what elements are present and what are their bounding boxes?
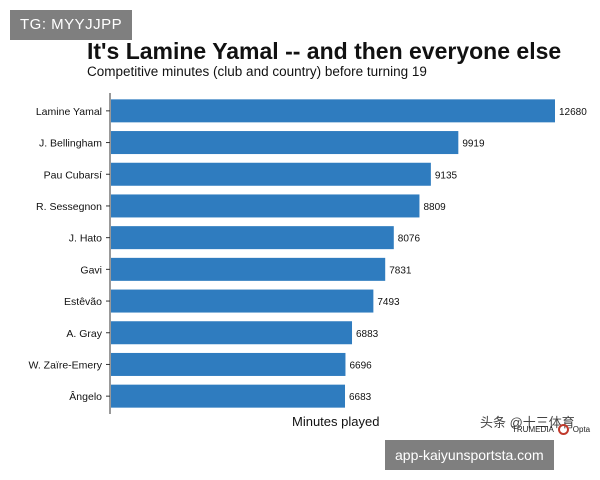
trumedia-logo-text: TRUMEDIA bbox=[512, 425, 554, 434]
watermark-text: 头条 @十三体育 bbox=[480, 415, 575, 430]
chart-title: It's Lamine Yamal -- and then everyone e… bbox=[87, 38, 562, 64]
chart-subtitle: Competitive minutes (club and country) b… bbox=[87, 64, 427, 79]
bar bbox=[111, 131, 459, 155]
category-label: Gavi bbox=[80, 264, 102, 276]
value-label: 8809 bbox=[423, 202, 446, 213]
category-label: Ângelo bbox=[69, 390, 102, 403]
category-label: A. Gray bbox=[66, 328, 102, 340]
value-label: 7831 bbox=[389, 265, 412, 276]
brand-logos: TRUMEDIA Opta bbox=[512, 424, 590, 435]
category-label: J. Bellingham bbox=[39, 138, 102, 150]
bar bbox=[111, 289, 374, 313]
bar bbox=[111, 321, 353, 345]
category-label: Pau Cubarsí bbox=[44, 169, 102, 181]
bar bbox=[111, 99, 555, 123]
value-label: 9919 bbox=[462, 139, 485, 150]
value-label: 7493 bbox=[377, 297, 400, 308]
value-label: 6683 bbox=[349, 392, 372, 403]
opta-logo-text: Opta bbox=[572, 425, 591, 434]
value-label: 9135 bbox=[435, 170, 458, 181]
category-label: Lamine Yamal bbox=[36, 106, 102, 118]
value-label: 8076 bbox=[398, 234, 421, 245]
value-label: 6883 bbox=[356, 329, 379, 340]
bar bbox=[111, 194, 420, 218]
category-label: W. Zaïre-Emery bbox=[28, 359, 102, 371]
bar bbox=[111, 226, 394, 250]
source-tag-top: TG: MYYJJPP bbox=[10, 10, 133, 40]
bar bbox=[111, 257, 386, 281]
category-label: R. Sessegnon bbox=[36, 201, 102, 213]
bar bbox=[111, 352, 346, 376]
opta-logo-icon bbox=[557, 424, 569, 435]
bar bbox=[111, 162, 431, 186]
category-label: J. Hato bbox=[69, 233, 102, 245]
value-label: 6696 bbox=[349, 360, 372, 371]
source-tag-bottom: app-kaiyunsportsta.com bbox=[385, 440, 554, 470]
bar bbox=[111, 384, 346, 408]
value-label: 12680 bbox=[559, 107, 587, 118]
category-label: Estêvão bbox=[64, 296, 102, 308]
x-axis-label: Minutes played bbox=[292, 414, 380, 429]
